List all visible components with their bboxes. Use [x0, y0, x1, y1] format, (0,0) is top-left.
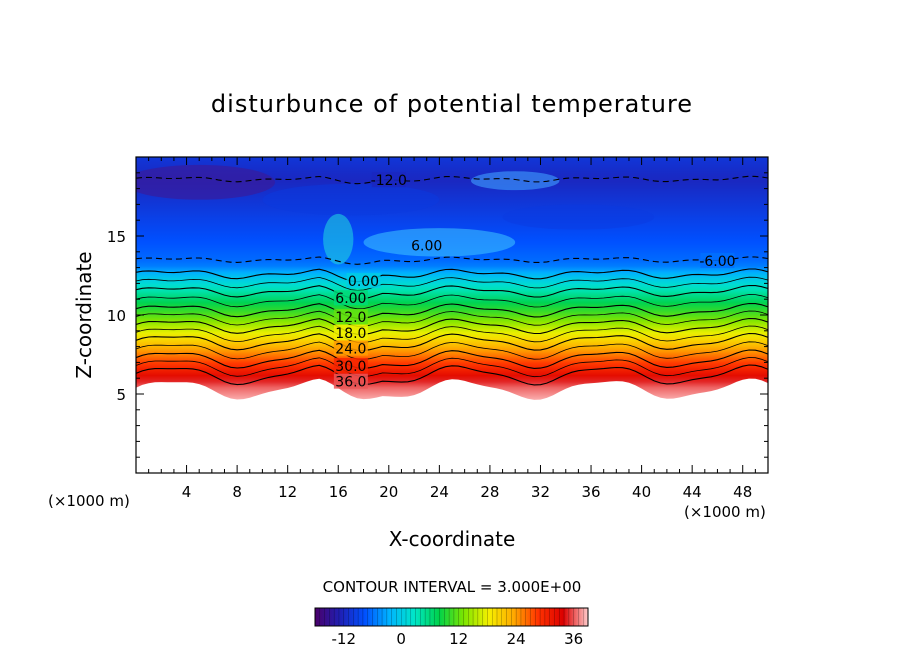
- x-tick-label: 24: [430, 483, 449, 501]
- x-tick-label: 44: [683, 483, 702, 501]
- contour-line: [136, 364, 768, 386]
- colorbar-tick-label: -12: [331, 630, 356, 648]
- contour-interval-text: CONTOUR INTERVAL = 3.000E+00: [323, 578, 582, 596]
- contour-line: [136, 317, 768, 335]
- contour-label-background: [333, 290, 368, 306]
- contour-line: [136, 284, 768, 300]
- colorbar-ticks: -12 0 12 24 36: [331, 630, 583, 648]
- contour-line: [136, 341, 768, 360]
- contour-label: 0.00: [348, 274, 379, 290]
- x-tick-label: 16: [329, 483, 348, 501]
- plot-area: -12.0-6.000.006.0012.018.024.030.036.06.…: [107, 156, 769, 501]
- contour-label: -12.0: [371, 173, 407, 189]
- contour-line: [136, 256, 768, 265]
- colorbar-tick-label: 0: [396, 630, 406, 648]
- x-tick-label: 12: [278, 483, 297, 501]
- contour-line: [136, 357, 768, 378]
- contour-line: [136, 349, 768, 369]
- colorbar-tick-label: 12: [449, 630, 468, 648]
- field-layer: [136, 157, 768, 400]
- field-fill: [136, 157, 768, 400]
- contour-label: 24.0: [335, 342, 366, 358]
- contour-label: -6.00: [699, 254, 735, 270]
- contour-line: [136, 276, 768, 291]
- contour-label-background: [333, 309, 368, 325]
- x-tick-label: 28: [480, 483, 499, 501]
- contour-line: [136, 294, 768, 310]
- x-tick-label: 32: [531, 483, 550, 501]
- x-unit-note: (×1000 m): [684, 503, 766, 521]
- x-tick-label: 40: [632, 483, 651, 501]
- y-unit-note: (×1000 m): [48, 492, 130, 510]
- contour-label: 12.0: [335, 310, 366, 326]
- y-ticks: 5 10 15: [107, 172, 768, 458]
- cold-anomaly-patch: [502, 204, 655, 230]
- contour-line: [136, 268, 768, 283]
- x-ticks: 4 8 12 16 20 24 28 32 36 40 44 48: [148, 157, 756, 501]
- contour-label: 6.00: [335, 291, 366, 307]
- colorbar-segments: [319, 608, 584, 626]
- contour-label-background: [333, 357, 368, 373]
- contour-label: 30.0: [335, 359, 366, 375]
- contour-label: 36.0: [335, 375, 366, 391]
- chart-title: disturbunce of potential temperature: [211, 90, 693, 118]
- contour-label-background: [333, 373, 368, 389]
- contour-label: 18.0: [335, 326, 366, 342]
- x-tick-label: 48: [733, 483, 752, 501]
- x-tick-label: 20: [379, 483, 398, 501]
- warm-anomaly-patch: [363, 228, 516, 257]
- colorbar-bar: [314, 607, 589, 627]
- colorbar-tick-label: 24: [507, 630, 526, 648]
- contour-layer: -12.0-6.000.006.0012.018.024.030.036.06.…: [136, 172, 768, 391]
- cold-anomaly-patch: [136, 164, 276, 200]
- y-tick-label: 5: [116, 386, 126, 404]
- colorbar-tick-label: 36: [564, 630, 583, 648]
- contour-line: [136, 302, 768, 319]
- colorbar: -12 0 12 24 36: [314, 607, 589, 648]
- y-tick-label: 15: [107, 228, 126, 246]
- contour-line: [136, 325, 768, 343]
- warm-anomaly-patch: [323, 213, 354, 265]
- y-axis-label: Z-coordinate: [72, 251, 96, 378]
- contour-label-background: [700, 252, 735, 268]
- contour-label-background: [333, 340, 368, 356]
- contour-line: [136, 310, 768, 327]
- x-tick-label: 4: [182, 483, 192, 501]
- y-tick-label: 10: [107, 307, 126, 325]
- contour-line: [136, 332, 768, 352]
- x-tick-label: 36: [581, 483, 600, 501]
- contour-label-background: [371, 172, 406, 188]
- contour-label-background: [333, 324, 368, 340]
- contour-label-background: [346, 273, 381, 289]
- x-axis-label: X-coordinate: [389, 527, 516, 551]
- warm-anomaly-patch: [470, 171, 560, 191]
- x-tick-label: 8: [232, 483, 242, 501]
- cold-anomaly-patch: [262, 183, 440, 216]
- contour-line: [136, 175, 768, 185]
- contour-label: 6.00: [411, 238, 442, 254]
